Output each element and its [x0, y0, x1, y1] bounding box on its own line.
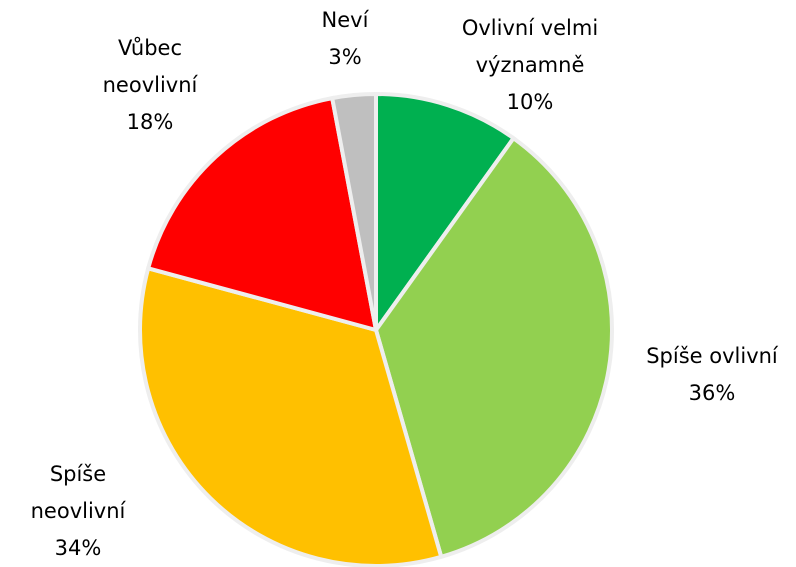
data-label: Ovlivní velmi významně 10% [435, 10, 625, 121]
pie-slice [329, 91, 378, 331]
pie-slice [374, 91, 517, 337]
category-label: Vůbec neovlivní [102, 36, 198, 97]
pie-slice [145, 95, 379, 333]
value-label: 18% [126, 110, 174, 134]
pie-slice [373, 135, 614, 560]
pie-slice [138, 265, 444, 567]
value-label: 3% [328, 45, 362, 69]
category-label: Spíše ovlivní [646, 344, 778, 368]
data-label: Spíše ovlivní 36% [622, 338, 796, 412]
value-label: 36% [688, 381, 736, 405]
value-label: 34% [54, 536, 102, 560]
category-label: Ovlivní velmi významně [461, 16, 599, 77]
category-label: Spíše neovlivní [30, 462, 126, 523]
data-label: Vůbec neovlivní 18% [80, 30, 220, 141]
category-label: Neví [321, 8, 369, 32]
data-label: Neví 3% [305, 2, 385, 76]
data-label: Spíše neovlivní 34% [13, 456, 143, 567]
value-label: 10% [506, 90, 554, 114]
